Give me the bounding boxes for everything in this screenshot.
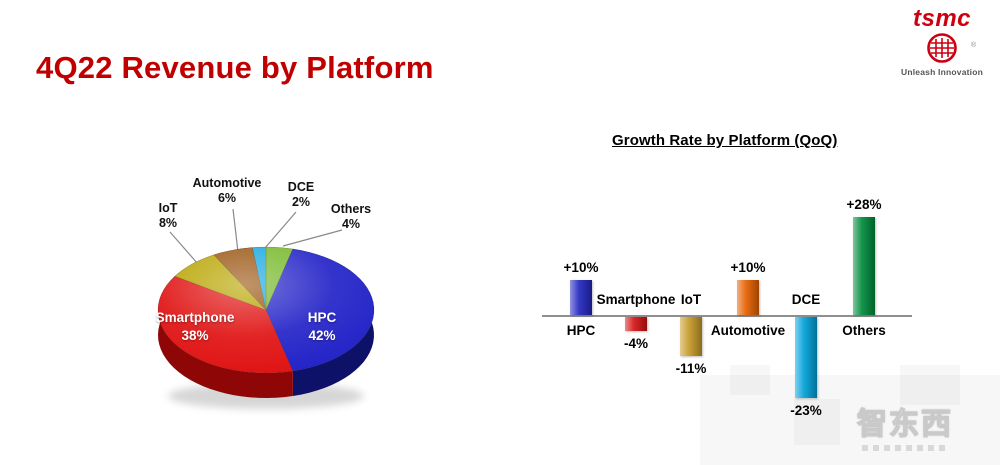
bar-value-label-dce: -23% xyxy=(790,402,822,418)
pie-label-iot: IoT 8% xyxy=(108,201,228,231)
watermark-text: 智东西 xyxy=(856,407,953,441)
pie-label-hpc-name: HPC xyxy=(307,310,337,325)
watermark: 智东西 xyxy=(840,399,970,451)
bar-automotive xyxy=(737,280,759,315)
bar-category-label-smartphone: Smartphone xyxy=(596,292,676,307)
bar-value-label-others: +28% xyxy=(846,197,882,212)
bar-category-label-others: Others xyxy=(842,323,886,338)
pie-label-others: Others 4% xyxy=(291,202,411,232)
pie-label-smartphone-pct: 38% xyxy=(181,327,209,343)
bar-value-label-iot: -11% xyxy=(675,360,707,376)
pie-label-dce-name: DCE xyxy=(287,180,315,194)
pie-label-dce: DCE 2% xyxy=(241,180,361,210)
bar-category-label-iot: IoT xyxy=(680,292,702,307)
bar-dce xyxy=(795,317,817,398)
leader-line-dce xyxy=(264,211,297,249)
bar-chart-title: Growth Rate by Platform (QoQ) xyxy=(612,132,838,149)
mosaic-tile xyxy=(730,365,770,395)
bar-value-label-hpc: +10% xyxy=(563,260,599,275)
pie-label-smartphone-name: Smartphone xyxy=(155,310,235,325)
mosaic-tile xyxy=(900,365,960,405)
pie-label-automotive-pct: 6% xyxy=(217,191,237,205)
pie-label-smartphone: Smartphone 38% xyxy=(135,309,255,344)
pie-svg xyxy=(157,208,375,409)
pie-label-iot-name: IoT xyxy=(158,201,178,215)
mosaic-tile xyxy=(700,375,1000,465)
leader-line-others xyxy=(282,229,343,247)
registered-mark: ® xyxy=(970,42,976,49)
pie-label-iot-pct: 8% xyxy=(158,216,178,230)
pie-label-automotive-name: Automotive xyxy=(192,176,262,190)
bar-chart-baseline xyxy=(542,315,912,317)
pie-side-smartphone xyxy=(158,276,293,398)
pie-label-others-pct: 4% xyxy=(341,217,361,231)
bar-value-label-automotive: +10% xyxy=(730,260,766,275)
leader-line-automotive xyxy=(232,208,239,253)
tsmc-tagline: Unleash Innovation xyxy=(901,66,983,77)
pie-chart: IoT 8% Automotive 6% DCE 2% Others 4% Sm… xyxy=(28,112,508,452)
bar-hpc xyxy=(570,280,592,315)
pie-label-dce-pct: 2% xyxy=(291,195,311,209)
bar-others xyxy=(853,217,875,315)
bar-category-label-dce: DCE xyxy=(791,292,821,307)
tsmc-brand-text: tsmc xyxy=(912,5,972,32)
pie-label-others-name: Others xyxy=(330,202,372,216)
pie-label-hpc: HPC 42% xyxy=(262,309,382,344)
watermark-subtext-placeholder xyxy=(862,445,948,451)
pie-label-automotive: Automotive 6% xyxy=(167,176,287,206)
bar-chart: +10% HPC -4% Smartphone -11% IoT +10% Automotiv… xyxy=(538,150,918,460)
leader-line-iot xyxy=(169,231,199,265)
pie-label-hpc-pct: 42% xyxy=(308,327,336,343)
bar-smartphone xyxy=(625,317,647,331)
bar-category-label-hpc: HPC xyxy=(566,323,596,338)
page-title: 4Q22 Revenue by Platform xyxy=(36,50,434,85)
bar-iot xyxy=(680,317,702,356)
bar-category-label-automotive: Automotive xyxy=(710,323,786,338)
pie-shine xyxy=(158,247,374,373)
mosaic-tile xyxy=(794,399,840,445)
bar-value-label-smartphone: -4% xyxy=(623,336,648,351)
tsmc-logo: tsmc ® Unleash Innovation xyxy=(894,5,990,77)
tsmc-wafer-icon xyxy=(927,32,957,63)
